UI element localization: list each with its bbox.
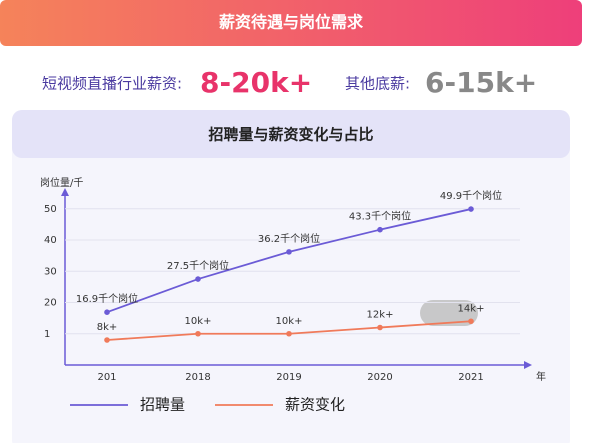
data-label: 12k+ — [367, 310, 394, 321]
data-point — [195, 330, 201, 337]
data-label: 27.5千个岗位 — [167, 259, 229, 272]
y-tick-label: 1 — [44, 329, 50, 340]
x-tick-label: 2018 — [185, 372, 210, 383]
highlight-pill — [420, 300, 478, 326]
data-point — [286, 330, 292, 337]
legend-label: 招聘量 — [140, 396, 185, 414]
y-tick-label: 30 — [44, 266, 57, 277]
data-label: 10k+ — [276, 316, 303, 327]
header-title: 薪资待遇与岗位需求 — [219, 13, 364, 32]
data-point — [377, 324, 383, 331]
industry-value: 8-20k+ — [200, 66, 312, 99]
y-axis-arrow — [61, 188, 69, 196]
y-tick-label: 20 — [44, 298, 57, 309]
other-label: 其他底薪: — [345, 75, 410, 93]
data-point — [286, 249, 292, 255]
x-tick-label: 2020 — [367, 372, 392, 383]
data-point — [195, 276, 201, 282]
y-axis-label: 岗位量/千 — [40, 176, 83, 189]
data-point — [468, 318, 474, 325]
x-tick-label: 2019 — [276, 372, 301, 383]
y-tick-label: 50 — [44, 204, 57, 215]
data-point — [104, 337, 110, 343]
chart-title: 招聘量与薪资变化与占比 — [208, 126, 373, 144]
data-label: 8k+ — [97, 322, 118, 333]
chart-card — [12, 110, 570, 447]
data-label: 43.3千个岗位 — [349, 210, 411, 223]
other-value: 6-15k+ — [425, 66, 537, 99]
data-label: 49.9千个岗位 — [440, 189, 502, 202]
x-axis-unit: 年 — [536, 370, 546, 383]
x-tick-label: 201 — [97, 372, 116, 383]
data-label: 16.9千个岗位 — [76, 292, 138, 305]
data-point — [377, 226, 383, 233]
x-axis-arrow — [524, 361, 532, 369]
header-banner — [0, 0, 582, 46]
data-point — [468, 206, 474, 212]
data-label: 14k+ — [458, 303, 485, 314]
chart-title-band — [12, 110, 570, 158]
data-point — [104, 309, 110, 315]
legend-label: 薪资变化 — [285, 396, 345, 414]
x-tick-label: 2021 — [458, 372, 483, 383]
industry-label: 短视频直播行业薪资: — [42, 75, 182, 93]
data-label: 36.2千个岗位 — [258, 232, 320, 245]
y-tick-label: 40 — [44, 235, 57, 246]
data-label: 10k+ — [185, 316, 212, 327]
